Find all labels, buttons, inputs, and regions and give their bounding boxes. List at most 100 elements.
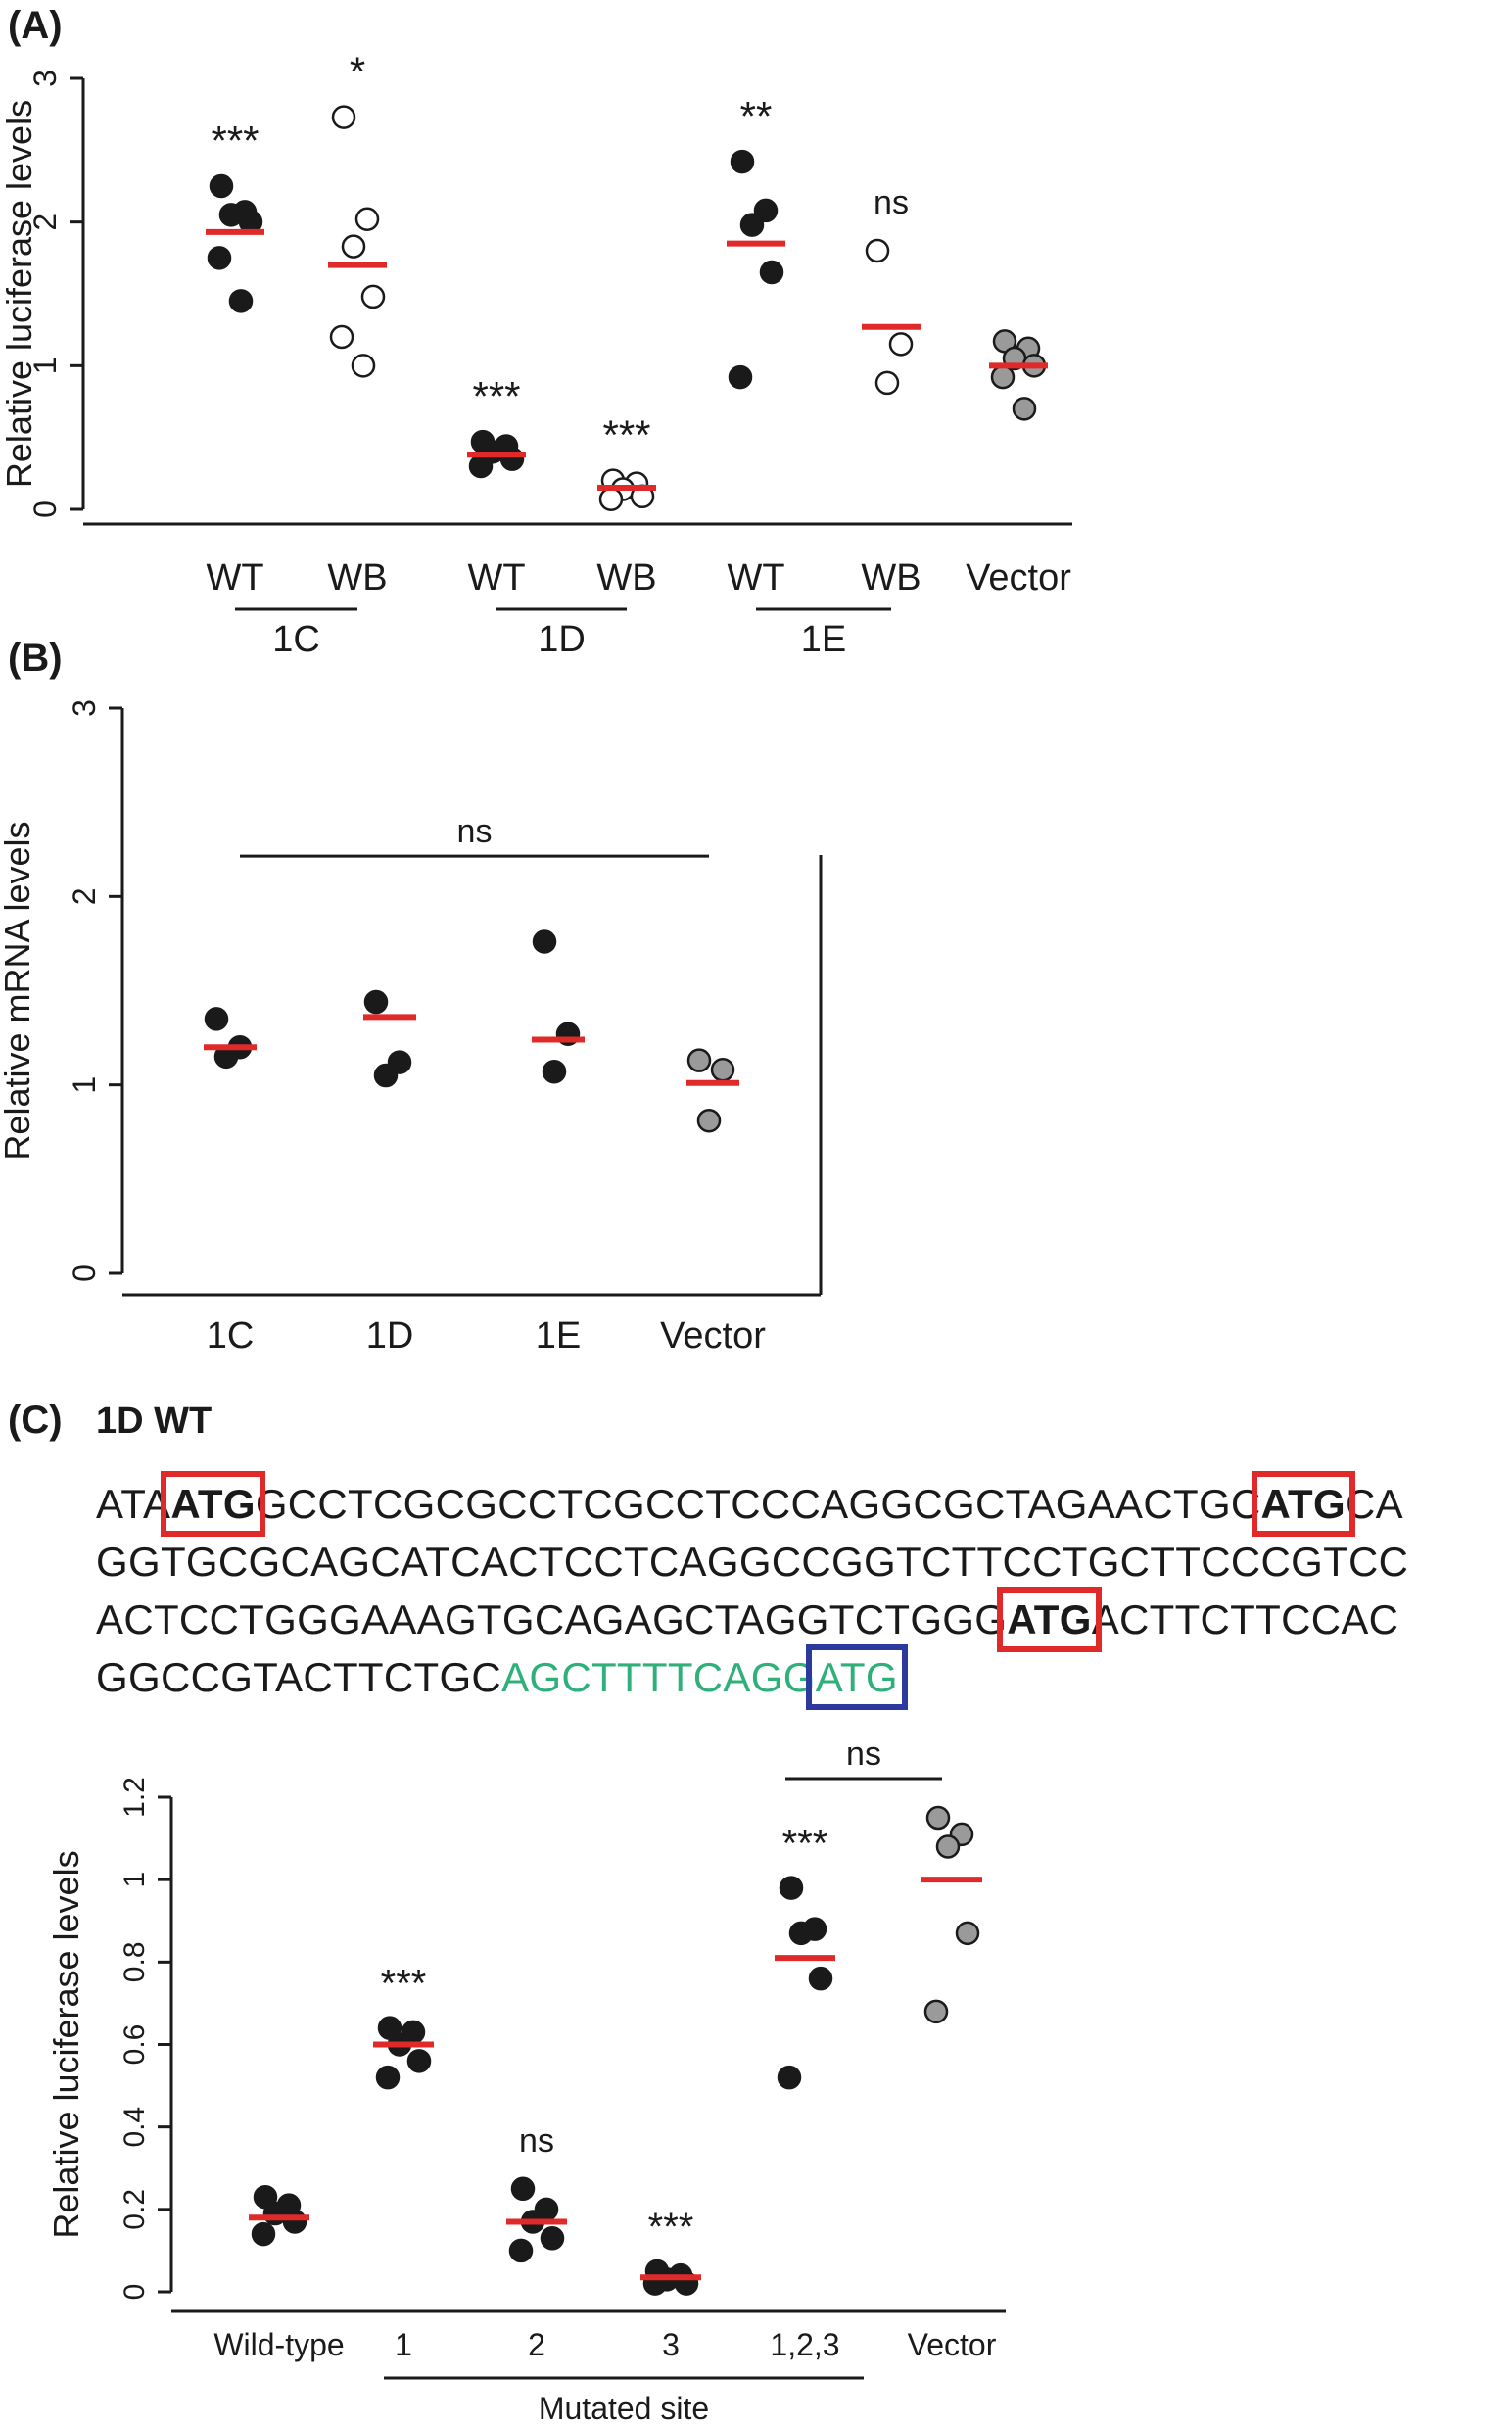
panel-label-c: (C) [8, 1399, 63, 1442]
y-tick-label-c: 1 [118, 1872, 151, 1888]
x-tick-label-a: WT [206, 557, 263, 598]
y-tick-label-c: 0.4 [118, 2107, 151, 2148]
sequence-title: 1D WT [96, 1401, 213, 1442]
data-point-c [508, 2238, 534, 2263]
sequence-line-1: ATAATGGCCTCGCGCCTCGCCTCCCAGGCGCTAGAACTGC… [96, 1471, 1403, 1537]
data-point-a [730, 149, 755, 174]
data-point-a [331, 105, 356, 129]
data-point-b [686, 1048, 712, 1072]
significance-label-a: *** [602, 412, 650, 458]
y-tick-label-c: 1.2 [118, 1777, 151, 1818]
y-tick-label-c: 0.6 [118, 2024, 151, 2066]
y-tick-label-b: 0 [67, 1264, 102, 1282]
significance-label-a: *** [211, 118, 259, 164]
data-point-c [779, 1876, 804, 1900]
data-point-c [406, 2049, 432, 2073]
seq-green-segment: AGCTTTTCAGG [501, 1654, 816, 1700]
x-tick-label-a: WT [467, 557, 525, 598]
data-point-b [532, 929, 557, 954]
data-point-c [282, 2210, 307, 2234]
data-point-a [354, 207, 380, 231]
data-point-a [728, 364, 753, 390]
data-point-a [341, 234, 366, 259]
x-tick-label-c: 1 [395, 2327, 412, 2362]
group-label-a: 1D [538, 619, 586, 660]
x-tick-label-a: WB [327, 557, 387, 598]
x-tick-label-a: Vector [966, 557, 1071, 598]
data-point-a [874, 370, 900, 396]
data-point-a [351, 354, 376, 378]
x-tick-label-b: 1C [207, 1315, 255, 1356]
significance-label-a: * [350, 49, 365, 95]
data-point-a [360, 284, 386, 309]
data-point-b [542, 1059, 567, 1084]
data-point-a [759, 260, 784, 285]
data-point-b [363, 989, 389, 1015]
x-tick-label-a: WB [861, 557, 921, 598]
atg-site-2: ATG [1251, 1471, 1356, 1537]
atg-site-1: ATG [161, 1471, 265, 1537]
data-point-b [696, 1108, 722, 1133]
data-point-a [598, 487, 624, 511]
x-tick-label-c: 1,2,3 [770, 2327, 839, 2362]
panel-label-a: (A) [8, 4, 63, 47]
x-tick-label-a: WT [727, 557, 784, 598]
data-point-a [753, 198, 779, 223]
data-point-a [888, 332, 914, 357]
y-tick-label-b: 2 [67, 887, 102, 905]
group-label-a: 1E [801, 619, 846, 660]
data-point-c [808, 1966, 833, 1991]
y-tick-label-c: 0.8 [118, 1941, 151, 1982]
data-point-a [990, 364, 1016, 390]
sequence-line-3: ACTCCTGGGAAAGTGCAGAGCTAGGTCTGGGATGACTTCT… [96, 1587, 1399, 1652]
data-point-c [923, 1999, 949, 2024]
data-point-c [925, 1805, 951, 1831]
sequence-line-4: GGCCGTACTTCTGCAGCTTTTCAGGATG [96, 1644, 908, 1710]
data-point-c [935, 1834, 961, 1859]
data-point-c [788, 1921, 814, 1946]
data-point-a [1012, 397, 1037, 421]
atg-main-start: ATG [805, 1644, 908, 1710]
data-point-b [204, 1007, 229, 1031]
x-axis-title-c: Mutated site [539, 2391, 709, 2425]
panel-label-b: (B) [8, 637, 63, 680]
significance-label-c: *** [648, 2206, 694, 2249]
y-tick-label-a: 3 [27, 70, 63, 87]
seq-segment: GCCTCGCGCCTCGCCTCCCAGGCGCTAGAACTGC [255, 1481, 1261, 1527]
data-point-c [262, 2201, 288, 2226]
significance-label-a: ns [874, 184, 909, 221]
data-point-a [865, 238, 890, 263]
seq-segment: ACTTCTTCCAC [1091, 1596, 1399, 1642]
x-tick-label-b: 1E [536, 1315, 581, 1356]
y-tick-label-a: 0 [27, 500, 63, 518]
data-point-c [540, 2226, 565, 2251]
significance-label-c: ns [519, 2122, 554, 2160]
data-point-b [373, 1063, 399, 1088]
data-point-a [218, 203, 244, 227]
x-tick-label-c: Wild-type [213, 2327, 344, 2362]
x-tick-label-c: 2 [528, 2327, 545, 2362]
sequence-line-2: GGTGCGCAGCATCACTCCTCAGGCCGGTCTTCCTGCTTCC… [96, 1539, 1409, 1585]
y-axis-title-a: Relative luciferase levels [0, 100, 39, 488]
data-point-c [955, 1921, 980, 1946]
significance-label-a: ** [740, 93, 773, 139]
y-axis-title-b: Relative mRNA levels [0, 821, 37, 1160]
y-tick-label-b: 3 [67, 699, 102, 717]
data-point-a [739, 213, 765, 237]
y-tick-label-a: 2 [27, 214, 63, 231]
significance-label-a: *** [472, 373, 520, 419]
x-tick-label-c: 3 [662, 2327, 680, 2362]
data-point-a [209, 173, 234, 199]
y-tick-label-c: 0.2 [118, 2189, 151, 2230]
seq-segment: GGCCGTACTTCTGC [96, 1654, 502, 1700]
atg-site-3: ATG [997, 1587, 1102, 1652]
x-tick-label-a: WB [596, 557, 656, 598]
data-point-a [468, 453, 494, 479]
data-point-a [207, 246, 232, 270]
data-point-c [510, 2176, 536, 2202]
data-point-a [329, 324, 354, 350]
x-tick-label-c: Vector [908, 2327, 997, 2362]
data-point-c [375, 2065, 401, 2090]
bracket-label-b: ns [457, 813, 493, 850]
